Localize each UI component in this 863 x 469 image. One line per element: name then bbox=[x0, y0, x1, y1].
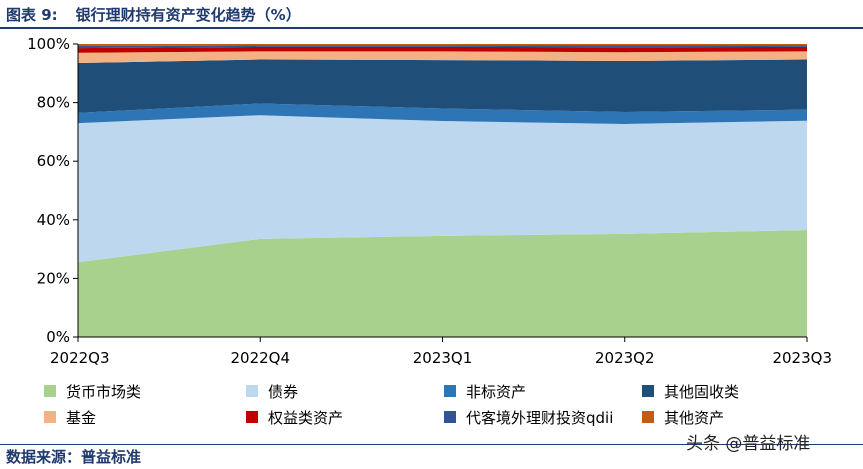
legend-item: 代客境外理财投资qdii bbox=[444, 407, 613, 427]
x-tick-label: 2022Q4 bbox=[230, 349, 290, 367]
legend-label: 其他资产 bbox=[664, 408, 725, 427]
y-tick-label: 100% bbox=[27, 35, 70, 53]
area-series-8 bbox=[78, 44, 807, 47]
y-tick-label: 60% bbox=[37, 152, 70, 170]
area-series-5 bbox=[78, 51, 807, 64]
legend-item: 债券 bbox=[246, 381, 298, 401]
area-series-2 bbox=[78, 115, 807, 263]
chart-legend: 货币市场类 债券 非标资产 其他固收类基金 权益类资产 代客境外理财投资qdii 其他资产 bbox=[0, 379, 863, 435]
legend-swatch bbox=[642, 385, 654, 397]
legend-label: 权益类资产 bbox=[268, 408, 344, 427]
legend-item: 权益类资产 bbox=[246, 407, 343, 427]
legend-label: 代客境外理财投资qdii bbox=[466, 408, 614, 427]
legend-item: 其他固收类 bbox=[642, 381, 739, 401]
legend-swatch bbox=[44, 385, 56, 397]
figure-title-text: 银行理财持有资产变化趋势（%） bbox=[75, 6, 301, 24]
figure-title: 图表 9: 银行理财持有资产变化趋势（%） bbox=[6, 4, 301, 26]
watermark: 头条 @普益标准 bbox=[686, 434, 811, 454]
source-note: 数据来源：普益标准 bbox=[6, 448, 142, 466]
figure-label: 图表 9: bbox=[6, 6, 58, 24]
legend-label: 债券 bbox=[268, 382, 299, 401]
legend-swatch bbox=[246, 385, 258, 397]
legend-swatch bbox=[444, 385, 456, 397]
y-tick-label: 20% bbox=[37, 269, 70, 287]
area-series-3 bbox=[78, 103, 807, 124]
area-series-7 bbox=[78, 45, 807, 49]
legend-swatch bbox=[642, 411, 654, 423]
x-tick-label: 2022Q3 bbox=[50, 349, 110, 367]
area-series-1 bbox=[78, 230, 807, 337]
area-series-6 bbox=[78, 46, 807, 53]
x-tick-label: 2023Q3 bbox=[772, 349, 832, 367]
legend-swatch bbox=[44, 411, 56, 423]
area-series-4 bbox=[78, 59, 807, 113]
legend-swatch bbox=[444, 411, 456, 423]
legend-item: 基金 bbox=[44, 407, 96, 427]
legend-label: 非标资产 bbox=[466, 382, 527, 401]
legend-swatch bbox=[246, 411, 258, 423]
stacked-area-chart: 0% 20% 40% 60% 80% 100% 2022Q3 2022Q4 2023Q1 2023… bbox=[27, 35, 832, 367]
source-rule bbox=[0, 444, 863, 445]
y-tick-label: 40% bbox=[37, 211, 70, 229]
y-tick-label: 0% bbox=[46, 328, 70, 346]
legend-item: 其他资产 bbox=[642, 407, 724, 427]
legend-label: 货币市场类 bbox=[66, 382, 142, 401]
legend-item: 货币市场类 bbox=[44, 381, 141, 401]
y-tick-label: 80% bbox=[37, 94, 70, 112]
legend-label: 基金 bbox=[66, 408, 97, 427]
x-tick-label: 2023Q2 bbox=[595, 349, 655, 367]
legend-label: 其他固收类 bbox=[664, 382, 740, 401]
title-rule bbox=[0, 27, 863, 29]
x-tick-label: 2023Q1 bbox=[413, 349, 473, 367]
legend-item: 非标资产 bbox=[444, 381, 526, 401]
